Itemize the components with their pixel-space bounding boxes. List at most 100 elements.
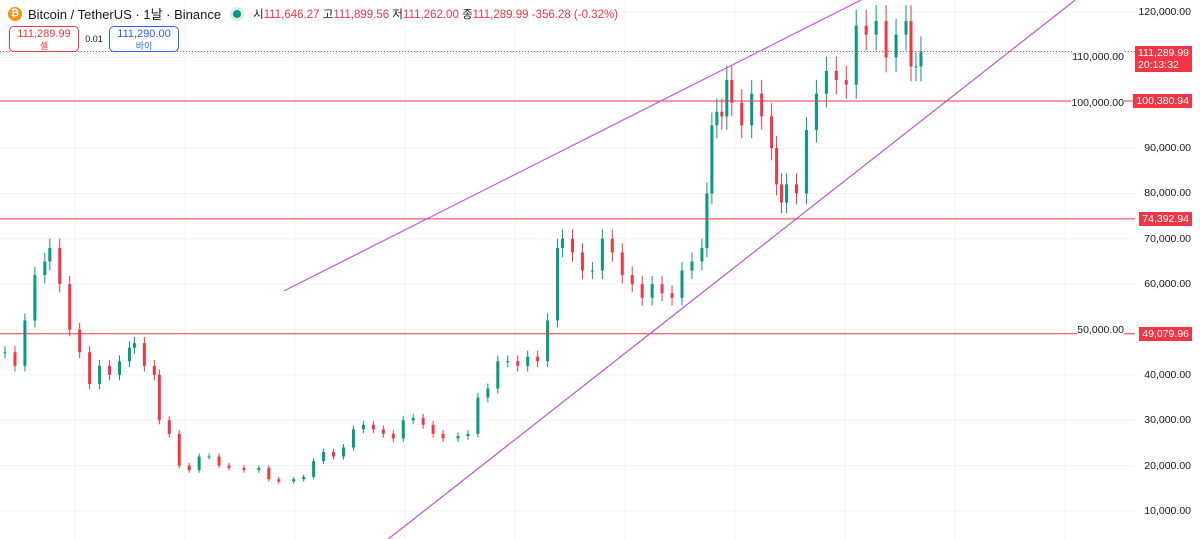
horizontal-line-price-tag: 100,380.94: [1133, 93, 1192, 108]
y-tick-label: 40,000.00: [1144, 368, 1191, 381]
candle-body: [780, 184, 784, 203]
y-tick-label: 80,000.00: [1144, 187, 1191, 200]
candle-body: [411, 417, 415, 421]
candle-body: [486, 388, 490, 398]
candle-body: [526, 356, 530, 366]
candle-body: [570, 238, 574, 253]
candle-body: [292, 479, 296, 482]
candle-body: [277, 479, 281, 482]
candle-body: [680, 270, 684, 298]
candle-body: [361, 424, 365, 430]
candle-body: [431, 424, 435, 434]
sell-label: 셀: [39, 41, 49, 51]
candle-body: [98, 365, 102, 384]
candle-body: [43, 261, 47, 276]
candle-body: [391, 433, 395, 439]
y-tick-label: 10,000.00: [1144, 504, 1191, 517]
candle-body: [58, 247, 62, 285]
sell-price: 111,289.99: [17, 28, 71, 40]
candle-body: [854, 25, 858, 85]
candle-body: [874, 21, 878, 35]
candle-body: [207, 456, 211, 458]
buy-button[interactable]: 111,290.00 바이: [109, 26, 179, 52]
candle-body: [187, 465, 191, 471]
candle-body: [894, 34, 898, 58]
candle-body: [725, 80, 729, 117]
candle-body: [132, 343, 136, 348]
candle-body: [157, 374, 161, 421]
candle-body: [546, 320, 550, 362]
change-value: -356.28 (-0.32%): [531, 8, 619, 21]
candle-body: [33, 275, 37, 321]
y-tick-label: 90,000.00: [1144, 142, 1191, 155]
trendline: [387, 0, 1076, 539]
y-tick-label: 20,000.00: [1144, 459, 1191, 472]
open-value: 111,646.27: [263, 8, 320, 21]
high-label: 고: [322, 8, 334, 21]
high-value: 111,899.56: [333, 8, 390, 21]
candle-body: [152, 365, 156, 375]
candle-body: [48, 247, 52, 262]
sell-button[interactable]: 111,289.99 셀: [9, 26, 79, 52]
candle-body: [476, 397, 480, 434]
ohlc-values: 시111,646.27 고111,899.56 저111,262.00 종111…: [253, 6, 618, 22]
candle-body: [312, 461, 316, 477]
buy-price: 111,290.00: [117, 28, 171, 40]
close-value: 111,289.99: [472, 8, 529, 21]
candle-body: [167, 420, 171, 434]
candle-body: [804, 129, 808, 194]
y-tick-label: 30,000.00: [1144, 414, 1191, 427]
candle-body: [332, 451, 336, 457]
candle-body: [466, 433, 470, 437]
candle-body: [496, 361, 500, 389]
candle-body: [775, 148, 779, 185]
candle-body: [770, 116, 774, 149]
candle-body: [834, 70, 838, 81]
candle-body: [740, 102, 744, 126]
horizontal-line-price-tag: 49,079.96: [1139, 326, 1192, 341]
candle-body: [401, 420, 405, 439]
candle-body: [705, 193, 709, 248]
open-label: 시: [253, 8, 264, 21]
candle-body: [68, 284, 72, 330]
candle-body: [730, 80, 734, 103]
y-tick-label: 120,000.00: [1138, 6, 1191, 18]
candle-body: [227, 465, 231, 468]
candle-body: [13, 352, 17, 366]
candle-body: [342, 447, 346, 457]
bar-countdown: 20:13:32: [1138, 58, 1179, 71]
candle-body: [600, 238, 604, 271]
candle-body: [561, 238, 565, 248]
candle-body: [242, 467, 246, 471]
candle-body: [620, 252, 624, 276]
candle-body: [257, 467, 261, 471]
candle-body: [371, 424, 375, 430]
y-tick-label: 70,000.00: [1144, 232, 1191, 245]
candle-body: [267, 467, 271, 480]
trade-panel: 111,289.99 셀 0.01 111,290.00 바이: [9, 26, 179, 52]
candle-body: [630, 275, 634, 285]
y-tick-label: 100,000.00: [1071, 96, 1124, 109]
current-price: 111,289.99: [1138, 46, 1189, 59]
market-status-icon: [233, 9, 242, 18]
candle-body: [590, 270, 594, 272]
candle-body: [670, 293, 674, 298]
candle-body: [127, 347, 131, 362]
symbol-title[interactable]: Bitcoin / TetherUS · 1날 · Binance: [28, 7, 222, 22]
candle-body: [117, 361, 121, 375]
candle-body: [456, 436, 460, 439]
candle-body: [88, 352, 92, 384]
candle-body: [23, 320, 27, 366]
candle-body: [710, 125, 714, 194]
candle-body: [441, 433, 445, 439]
buy-label: 바이: [135, 41, 153, 51]
candle-body: [421, 417, 425, 425]
candle-body: [322, 451, 326, 462]
candle-body: [904, 21, 908, 35]
candle-body: [824, 70, 828, 94]
candle-body: [197, 456, 201, 471]
low-value: 111,262.00: [403, 8, 459, 21]
y-tick-label: 110,000.00: [1072, 51, 1124, 64]
horizontal-line-price-tag: 74,392.94: [1139, 211, 1192, 226]
